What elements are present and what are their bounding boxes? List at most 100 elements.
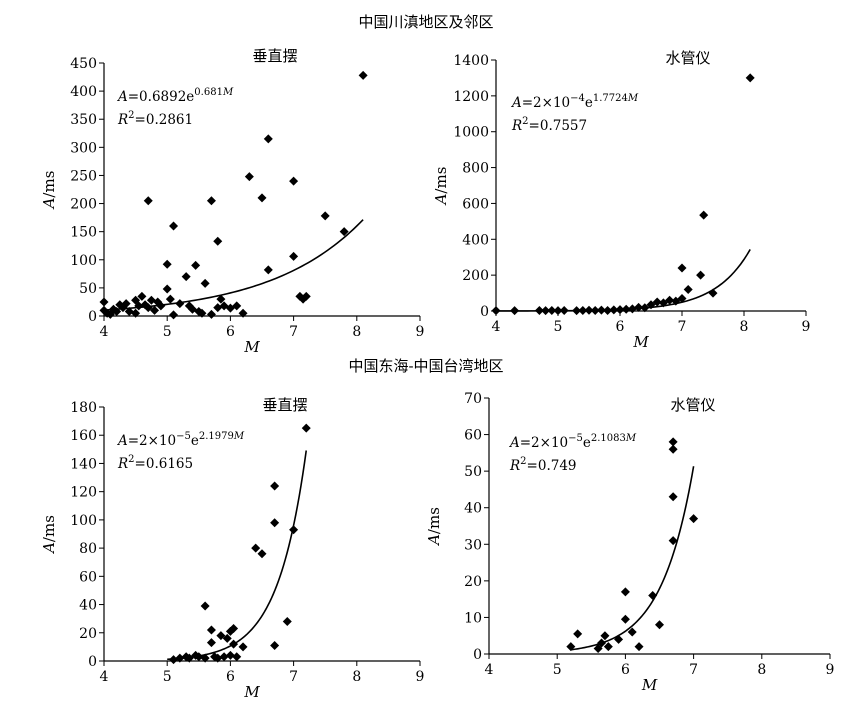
y-tick-label: 10 (464, 610, 482, 626)
x-tick-label: 4 (492, 319, 501, 335)
x-tick-label: 6 (616, 319, 625, 335)
r-squared: R2=0.7557 (511, 116, 587, 134)
data-point (257, 193, 267, 203)
y-tick-label: 0 (480, 304, 489, 320)
data-point (665, 295, 675, 305)
y-tick-label: 40 (79, 598, 97, 614)
data-point (603, 642, 613, 652)
data-point (609, 305, 619, 315)
section-title-east-china-sea-taiwan: 中国东海-中国台湾地区 (348, 357, 503, 375)
y-tick-label: 60 (79, 569, 97, 585)
data-point (668, 536, 678, 546)
y-tick-label: 120 (70, 485, 97, 501)
fit-curve (495, 249, 751, 312)
fit-equation: A=2×10−4e1.7724M (510, 93, 639, 111)
data-point (225, 650, 235, 660)
data-point (510, 306, 520, 316)
data-point (541, 306, 551, 316)
x-axis-label: M (641, 676, 658, 694)
data-point (634, 302, 644, 312)
x-tick-label: 4 (100, 669, 109, 685)
data-point (124, 307, 134, 317)
fit-curve (570, 466, 695, 651)
data-point (200, 278, 210, 288)
y-axis-label: A/ms (425, 507, 443, 547)
y-tick-label: 40 (464, 501, 482, 517)
data-point (699, 210, 709, 220)
data-point (677, 293, 687, 303)
data-point (232, 652, 242, 662)
data-point (263, 134, 273, 144)
data-point (263, 265, 273, 275)
chart-taiwan-pendulum: 0 20 40 60 80 100 120 140 160 180 4 5 6 7 8 9 M A/ms 垂直摆 A=… (40, 396, 424, 701)
data-point (181, 272, 191, 282)
x-axis-label: M (632, 333, 649, 351)
data-point (614, 634, 624, 644)
data-point (137, 291, 147, 301)
data-point (257, 549, 267, 559)
data-point (282, 616, 292, 626)
data-point (668, 437, 678, 447)
y-axis-label: A/ms (432, 167, 450, 207)
y-tick-label: 1000 (453, 125, 489, 141)
y-tick-label: 30 (464, 537, 482, 553)
data-point (696, 270, 706, 280)
y-tick-label: 100 (70, 253, 97, 269)
x-tick-label: 8 (740, 319, 749, 335)
x-tick-label: 6 (621, 662, 630, 678)
panel-title: 垂直摆 (262, 396, 307, 414)
fit-equation: A=0.6892e0.681M (116, 87, 234, 105)
data-point (244, 172, 254, 182)
data-point (156, 301, 166, 311)
section-title-sichuan-yunnan: 中国川滇地区及邻区 (358, 13, 493, 31)
y-tick-label: 400 (462, 232, 489, 248)
y-tick-label: 20 (79, 626, 97, 642)
data-point (216, 631, 226, 641)
data-point (112, 307, 122, 317)
data-point (655, 620, 664, 630)
data-point (270, 481, 280, 491)
x-tick-label: 8 (352, 324, 361, 340)
data-point (301, 291, 311, 301)
data-point (621, 304, 631, 314)
data-point (197, 308, 207, 318)
y-tick-label: 20 (464, 574, 482, 590)
data-point (677, 263, 687, 273)
panel-title: 水管仪 (665, 49, 710, 67)
data-point (162, 284, 172, 294)
data-point (491, 306, 501, 316)
chart-sichuan-water-tube: 0 200 400 600 800 1000 1200 1400 4 5 6 7 8 9 M A/ms 水管仪 A… (432, 49, 810, 351)
data-point (627, 304, 637, 314)
x-tick-label: 5 (554, 319, 563, 335)
data-point (200, 653, 210, 663)
x-tick-label: 7 (678, 319, 687, 335)
data-point (216, 294, 226, 304)
y-tick-label: 70 (464, 391, 482, 407)
data-point (200, 601, 210, 611)
chart-taiwan-water-tube: 0 10 20 30 40 50 60 70 4 5 6 7 8 9 M A/ms 水管仪 A=2×10−5e2.… (425, 391, 834, 694)
data-point (175, 653, 185, 663)
data-point (146, 295, 156, 305)
y-tick-label: 400 (70, 84, 97, 100)
data-point (615, 305, 625, 315)
data-point (184, 653, 194, 663)
r-squared: R2=0.6165 (117, 454, 193, 472)
y-tick-label: 150 (70, 225, 97, 241)
data-point (668, 444, 678, 454)
y-tick-label: 0 (88, 654, 97, 670)
x-tick-label: 9 (416, 324, 425, 340)
x-tick-label: 8 (352, 669, 361, 685)
data-point (206, 625, 216, 635)
data-point (131, 308, 141, 318)
data-point (229, 639, 239, 649)
data-point (572, 306, 582, 316)
x-tick-label: 7 (289, 324, 298, 340)
data-point (238, 308, 248, 318)
data-point (143, 303, 153, 313)
data-point (206, 309, 216, 319)
x-tick-label: 7 (689, 662, 698, 678)
x-tick-label: 7 (289, 669, 298, 685)
data-point (169, 655, 179, 665)
x-tick-label: 4 (100, 324, 109, 340)
